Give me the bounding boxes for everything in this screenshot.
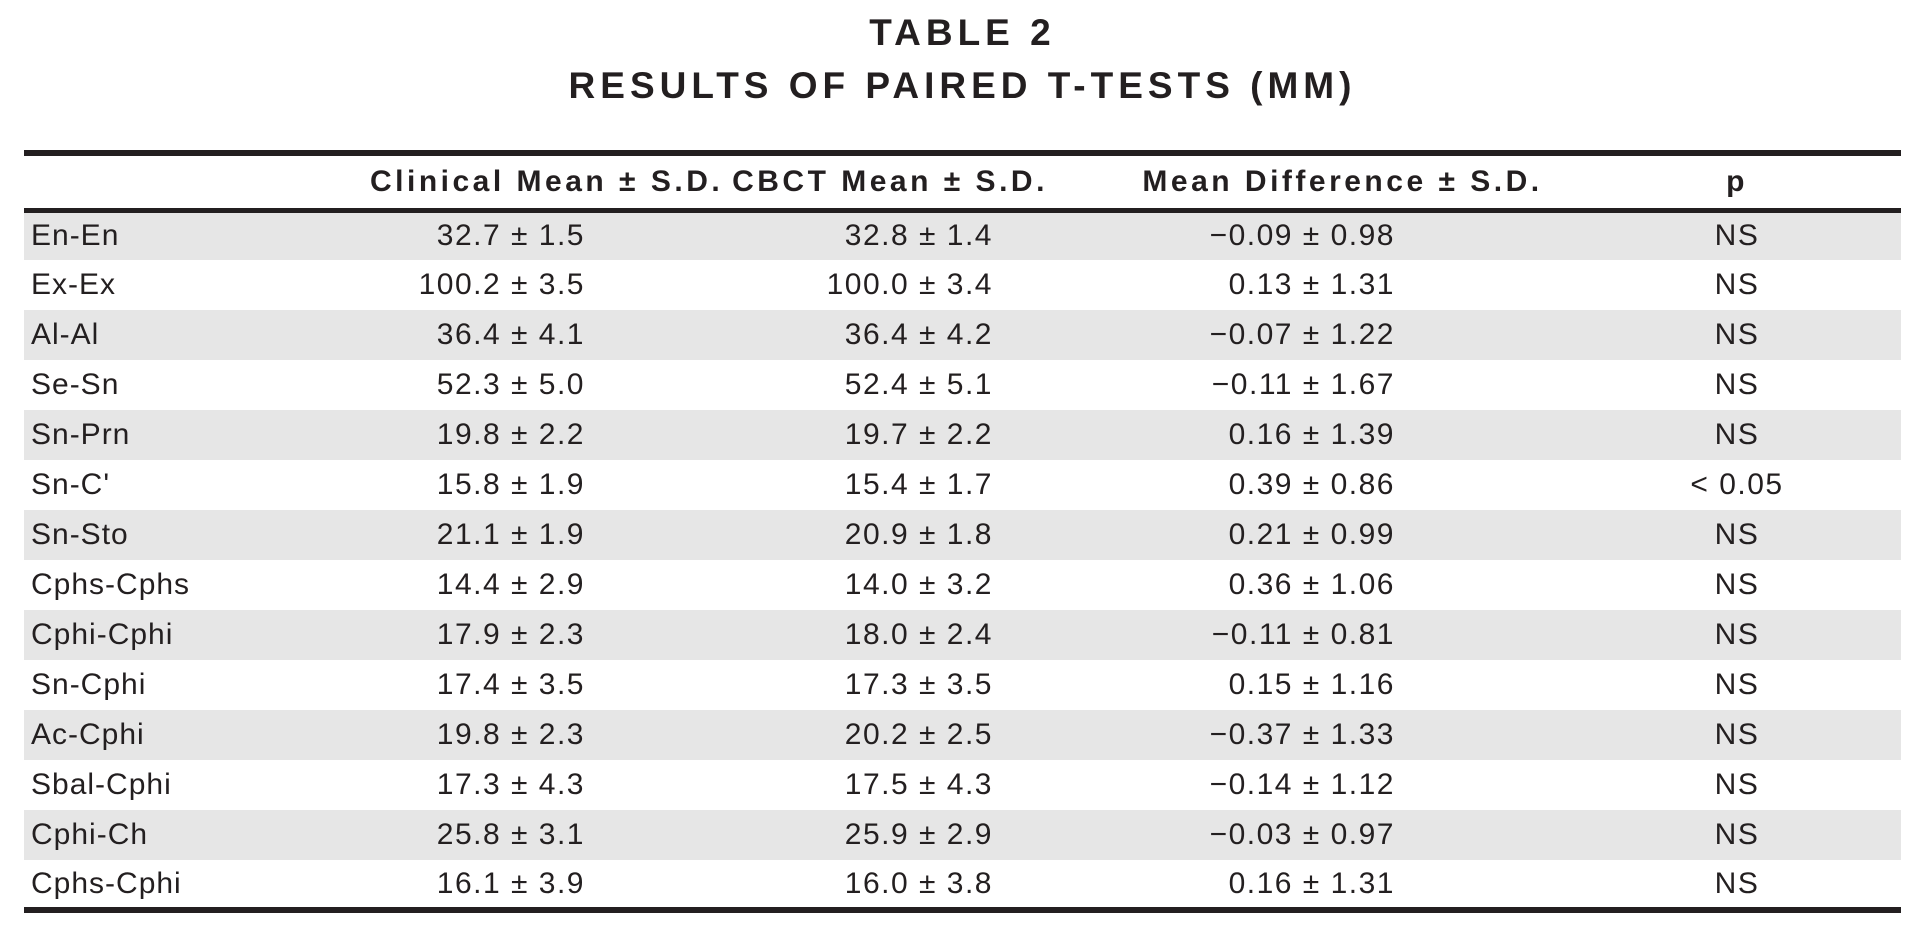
p-value: NS <box>1714 668 1760 701</box>
clinical-mean-value: 17.4 ± 3.5 <box>436 668 585 701</box>
p-value: NS <box>1714 268 1760 301</box>
mean-difference-value: −0.07 ± 1.22 <box>1209 318 1395 351</box>
row-label: Cphi-Cphi <box>31 618 174 651</box>
mean-difference-value: 0.21 ± 0.99 <box>1228 518 1395 551</box>
p-value: < 0.05 <box>1690 468 1784 501</box>
clinical-mean-value: 17.9 ± 2.3 <box>436 618 585 651</box>
mean-difference-value: 0.16 ± 1.39 <box>1228 418 1395 451</box>
mean-difference-value: 0.39 ± 0.86 <box>1228 468 1395 501</box>
table-caption: RESULTS OF PAIRED T-TESTS (MM) <box>568 65 1357 106</box>
table-number: TABLE 2 <box>869 12 1056 53</box>
mean-difference-value: −0.11 ± 1.67 <box>1211 368 1395 401</box>
clinical-mean-value: 17.3 ± 4.3 <box>436 768 585 801</box>
clinical-mean-value: 25.8 ± 3.1 <box>436 818 585 851</box>
p-value: NS <box>1714 818 1760 851</box>
table-title-block: TABLE 2 RESULTS OF PAIRED T-TESTS (MM) <box>24 6 1901 112</box>
cbct-mean-value: 19.7 ± 2.2 <box>844 418 993 451</box>
row-label: Sn-Prn <box>31 418 131 451</box>
mean-difference-value: −0.09 ± 0.98 <box>1209 219 1395 253</box>
clinical-mean-value: 15.8 ± 1.9 <box>436 468 585 501</box>
cbct-mean-value: 20.2 ± 2.5 <box>844 718 993 751</box>
col-header-p-value: p <box>1726 164 1748 198</box>
clinical-mean-value: 21.1 ± 1.9 <box>436 518 585 551</box>
row-label: Sbal-Cphi <box>31 768 172 801</box>
col-header-cbct-mean: CBCT Mean ± S.D. <box>732 164 1048 198</box>
clinical-mean-value: 52.3 ± 5.0 <box>436 368 585 401</box>
p-value: NS <box>1714 618 1760 651</box>
p-value: NS <box>1714 718 1760 751</box>
cbct-mean-value: 17.3 ± 3.5 <box>844 668 993 701</box>
mean-difference-value: 0.13 ± 1.31 <box>1228 268 1395 301</box>
row-label: Sn-C' <box>31 468 111 501</box>
table-row: Cphs-Cphs 14.4 ± 2.9 14.0 ± 3.2 0.36 ± 1.06… <box>24 560 1901 610</box>
cbct-mean-value: 100.0 ± 3.4 <box>826 268 993 301</box>
row-label: Cphs-Cphi <box>31 866 182 900</box>
row-label: Cphi-Ch <box>31 818 149 851</box>
clinical-mean-value: 36.4 ± 4.1 <box>436 318 585 351</box>
row-label: Cphs-Cphs <box>31 568 191 601</box>
p-value: NS <box>1714 368 1760 401</box>
mean-difference-value: 0.15 ± 1.16 <box>1228 668 1395 701</box>
table-row: Cphs-Cphi 16.1 ± 3.9 16.0 ± 3.8 0.16 ± 1.31… <box>24 860 1901 910</box>
cbct-mean-value: 15.4 ± 1.7 <box>844 468 993 501</box>
table-row: Sn-C' 15.8 ± 1.9 15.4 ± 1.7 0.39 ± 0.86 < 0.… <box>24 460 1901 510</box>
clinical-mean-value: 32.7 ± 1.5 <box>436 219 585 253</box>
table-row: Sn-Cphi 17.4 ± 3.5 17.3 ± 3.5 0.15 ± 1.16 NS <box>24 660 1901 710</box>
paired-t-tests-table: Clinical Mean ± S.D. CBCT Mean ± S.D. Me… <box>24 150 1901 913</box>
row-label: Al-Al <box>31 318 100 351</box>
p-value: NS <box>1714 866 1760 900</box>
clinical-mean-value: 19.8 ± 2.3 <box>436 718 585 751</box>
table-row: Sn-Sto 21.1 ± 1.9 20.9 ± 1.8 0.21 ± 0.99 NS <box>24 510 1901 560</box>
table-row: Al-Al 36.4 ± 4.1 36.4 ± 4.2 −0.07 ± 1.22 NS <box>24 310 1901 360</box>
cbct-mean-value: 17.5 ± 4.3 <box>844 768 993 801</box>
row-label: Ex-Ex <box>31 268 117 301</box>
mean-difference-value: 0.36 ± 1.06 <box>1228 568 1395 601</box>
cbct-mean-value: 32.8 ± 1.4 <box>844 219 993 253</box>
table-row: En-En 32.7 ± 1.5 32.8 ± 1.4 −0.09 ± 0.98 NS <box>24 210 1901 260</box>
clinical-mean-value: 19.8 ± 2.2 <box>436 418 585 451</box>
cbct-mean-value: 14.0 ± 3.2 <box>844 568 993 601</box>
p-value: NS <box>1714 318 1760 351</box>
mean-difference-value: 0.16 ± 1.31 <box>1228 866 1395 900</box>
col-header-mean-difference: Mean Difference ± S.D. <box>1142 164 1543 198</box>
row-label: Sn-Sto <box>31 518 129 551</box>
row-label: Sn-Cphi <box>31 668 147 701</box>
table-row: Cphi-Ch 25.8 ± 3.1 25.9 ± 2.9 −0.03 ± 0.97 N… <box>24 810 1901 860</box>
mean-difference-value: −0.37 ± 1.33 <box>1209 718 1395 751</box>
col-header-measurement <box>24 153 370 210</box>
cbct-mean-value: 52.4 ± 5.1 <box>844 368 993 401</box>
clinical-mean-value: 16.1 ± 3.9 <box>436 866 585 900</box>
table-row: Ac-Cphi 19.8 ± 2.3 20.2 ± 2.5 −0.37 ± 1.33 N… <box>24 710 1901 760</box>
table-row: Se-Sn 52.3 ± 5.0 52.4 ± 5.1 −0.11 ± 1.67 NS <box>24 360 1901 410</box>
p-value: NS <box>1714 768 1760 801</box>
clinical-mean-value: 100.2 ± 3.5 <box>418 268 585 301</box>
row-label: Se-Sn <box>31 368 120 401</box>
header-row: Clinical Mean ± S.D. CBCT Mean ± S.D. Me… <box>24 153 1901 210</box>
p-value: NS <box>1714 418 1760 451</box>
mean-difference-value: −0.11 ± 0.81 <box>1211 618 1395 651</box>
row-label: Ac-Cphi <box>31 718 145 751</box>
table-row: Ex-Ex 100.2 ± 3.5 100.0 ± 3.4 0.13 ± 1.31 NS <box>24 260 1901 310</box>
cbct-mean-value: 16.0 ± 3.8 <box>844 866 993 900</box>
row-label: En-En <box>31 219 120 253</box>
cbct-mean-value: 25.9 ± 2.9 <box>844 818 993 851</box>
clinical-mean-value: 14.4 ± 2.9 <box>436 568 585 601</box>
table-row: Sn-Prn 19.8 ± 2.2 19.7 ± 2.2 0.16 ± 1.39 NS <box>24 410 1901 460</box>
col-header-clinical-mean: Clinical Mean ± S.D. <box>370 164 724 198</box>
p-value: NS <box>1714 568 1760 601</box>
table-row: Sbal-Cphi 17.3 ± 4.3 17.5 ± 4.3 −0.14 ± 1.1… <box>24 760 1901 810</box>
table-body: En-En 32.7 ± 1.5 32.8 ± 1.4 −0.09 ± 0.98 NS E… <box>24 210 1901 910</box>
table-row: Cphi-Cphi 17.9 ± 2.3 18.0 ± 2.4 −0.11 ± 0.8… <box>24 610 1901 660</box>
cbct-mean-value: 18.0 ± 2.4 <box>844 618 993 651</box>
p-value: NS <box>1714 518 1760 551</box>
mean-difference-value: −0.14 ± 1.12 <box>1209 768 1395 801</box>
cbct-mean-value: 20.9 ± 1.8 <box>844 518 993 551</box>
mean-difference-value: −0.03 ± 0.97 <box>1209 818 1395 851</box>
cbct-mean-value: 36.4 ± 4.2 <box>844 318 993 351</box>
p-value: NS <box>1714 219 1760 253</box>
